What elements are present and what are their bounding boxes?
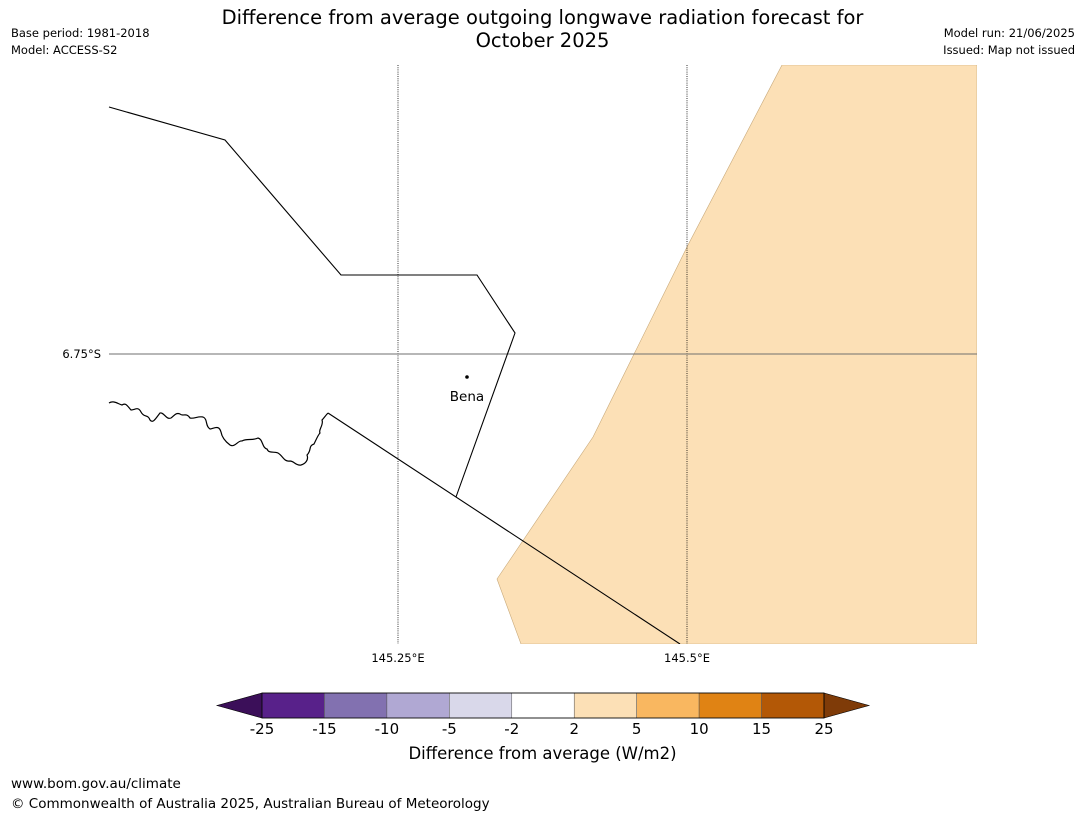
colorbar-extension-low	[215, 692, 263, 719]
province-boundary-south	[327, 412, 681, 644]
colorbar-tick-label: -15	[312, 720, 337, 738]
colorbar-tick-label: 2	[569, 720, 579, 738]
colorbar-segment	[386, 692, 450, 719]
colorbar-segment	[449, 692, 513, 719]
title-line-1: Difference from average outgoing longwav…	[221, 6, 864, 29]
colorbar-tick-label: -2	[504, 720, 520, 738]
base-period-text: Base period: 1981-2018	[11, 26, 150, 40]
colorbar-segment	[261, 692, 325, 719]
colorbar-tick-labels: -25 -15 -10 -5 -2 2 5 10 15 25	[0, 720, 1085, 742]
province-boundary	[108, 106, 516, 498]
colorbar-segment	[511, 692, 575, 719]
colorbar-outline	[261, 692, 825, 719]
coastline	[108, 401, 329, 466]
colorbar-tick-label: -5	[441, 720, 457, 738]
footer: www.bom.gov.au/climate © Commonwealth of…	[11, 774, 490, 814]
colorbar-tick-label: 10	[689, 720, 709, 738]
colorbar-segment	[573, 692, 637, 719]
colorbar-extension-high	[823, 692, 871, 719]
issued-text: Issued: Map not issued	[943, 43, 1075, 57]
footer-url: www.bom.gov.au/climate	[11, 776, 181, 792]
colorbar-tick-label: 5	[631, 720, 642, 738]
colorbar-tick-label: 25	[814, 720, 834, 738]
latitude-label: 6.75°S	[62, 347, 101, 361]
colorbar	[215, 692, 871, 719]
model-run-text: Model run: 21/06/2025	[943, 26, 1075, 40]
map-title: Difference from average outgoing longwav…	[0, 6, 1085, 52]
colorbar-title: Difference from average (W/m2)	[408, 744, 677, 763]
model-text: Model: ACCESS-S2	[11, 43, 118, 57]
base-period-info: Base period: 1981-2018 Model: ACCESS-S2	[11, 25, 150, 59]
bena-label: Bena	[450, 389, 484, 405]
colorbar-tick-label: 15	[752, 720, 772, 738]
colorbar-tick-label: -25	[249, 720, 275, 738]
colorbar-segment	[698, 692, 762, 719]
footer-copyright: © Commonwealth of Australia 2025, Austra…	[11, 796, 490, 812]
colorbar-tick-label: -10	[374, 720, 400, 738]
colorbar-segment	[761, 692, 825, 719]
colorbar-segment	[324, 692, 388, 719]
title-line-2: October 2025	[475, 29, 610, 52]
model-run-info: Model run: 21/06/2025 Issued: Map not is…	[943, 25, 1075, 59]
bena-marker	[465, 375, 469, 379]
longitude-label-145-5: 145.5°E	[664, 651, 710, 665]
colorbar-segment	[636, 692, 700, 719]
longitude-label-145-25: 145.25°E	[371, 651, 424, 665]
